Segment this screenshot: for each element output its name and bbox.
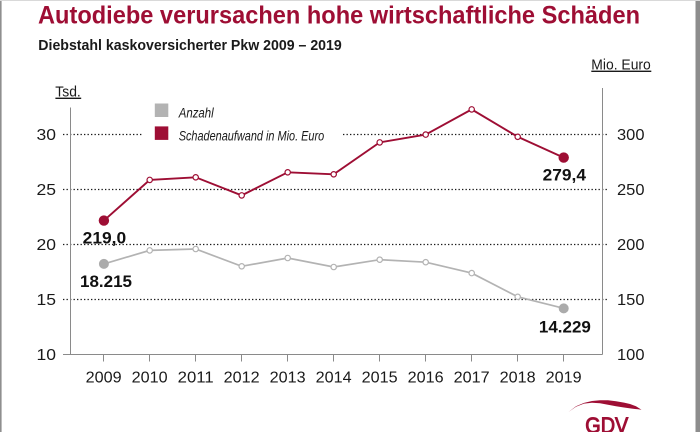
svg-text:Mio. Euro: Mio. Euro	[591, 57, 651, 74]
svg-text:25: 25	[37, 182, 57, 199]
svg-text:Schadenaufwand in Mio. Euro: Schadenaufwand in Mio. Euro	[179, 128, 325, 143]
svg-text:100: 100	[617, 347, 645, 364]
svg-text:2013: 2013	[270, 369, 306, 386]
svg-text:2014: 2014	[316, 369, 352, 386]
svg-text:15: 15	[37, 292, 57, 309]
svg-text:Anzahl: Anzahl	[178, 106, 215, 121]
svg-text:30: 30	[37, 127, 57, 144]
svg-text:2010: 2010	[132, 369, 168, 386]
svg-text:20: 20	[37, 237, 57, 254]
svg-text:2017: 2017	[454, 369, 490, 386]
svg-text:150: 150	[617, 292, 645, 309]
svg-text:2018: 2018	[500, 369, 536, 386]
svg-text:10: 10	[37, 347, 57, 364]
svg-text:200: 200	[617, 237, 645, 254]
svg-text:Autodiebe verursachen hohe wir: Autodiebe verursachen hohe wirtschaftlic…	[38, 2, 640, 30]
svg-text:250: 250	[617, 182, 645, 199]
svg-text:14.229: 14.229	[539, 319, 591, 337]
svg-text:2009: 2009	[86, 369, 122, 386]
svg-text:Diebstahl kaskoversicherter Pk: Diebstahl kaskoversicherter Pkw 2009 – 2…	[38, 38, 342, 54]
svg-text:2012: 2012	[224, 369, 260, 386]
svg-text:2016: 2016	[408, 369, 444, 386]
svg-text:219,0: 219,0	[83, 230, 127, 248]
svg-text:GDV: GDV	[585, 413, 628, 432]
svg-text:279,4: 279,4	[543, 167, 587, 185]
svg-text:2019: 2019	[546, 369, 582, 386]
svg-text:2015: 2015	[362, 369, 398, 386]
svg-text:300: 300	[617, 127, 645, 144]
svg-text:18.215: 18.215	[80, 273, 132, 291]
svg-text:Tsd.: Tsd.	[55, 83, 81, 100]
svg-text:2011: 2011	[178, 369, 214, 386]
